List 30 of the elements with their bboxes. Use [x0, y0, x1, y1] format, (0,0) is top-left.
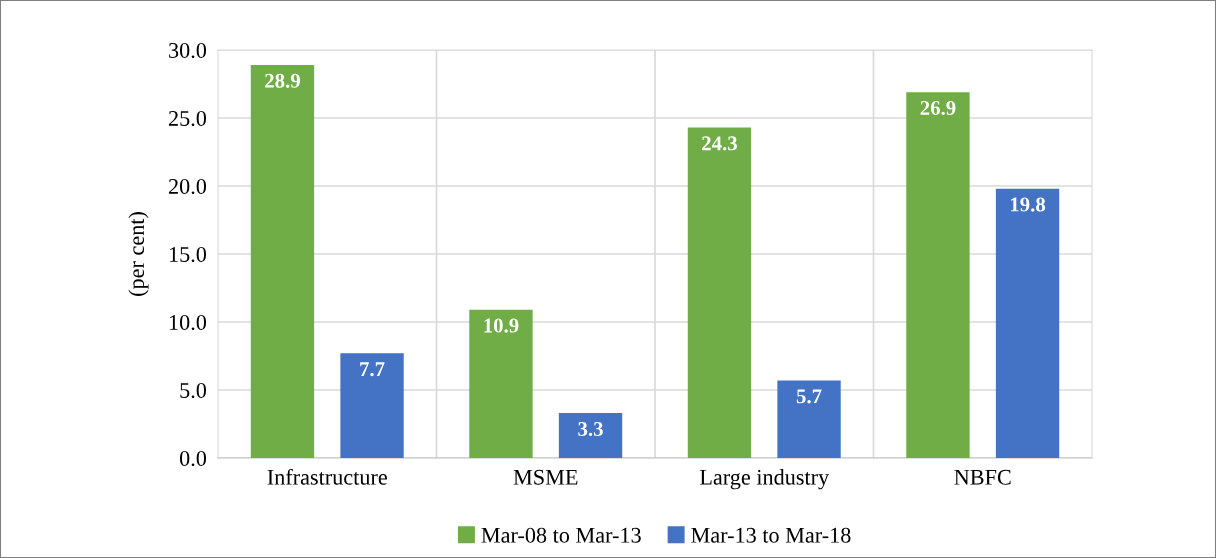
bar	[777, 380, 841, 458]
data-label: 26.9	[920, 100, 956, 116]
x-tick-label: Infrastructure	[267, 468, 387, 485]
data-label: 19.8	[1010, 197, 1046, 212]
x-tick-label: NBFC	[954, 469, 1011, 485]
data-label: 24.3	[702, 136, 737, 151]
legend-label: Mar-08 to Mar-13	[481, 527, 641, 543]
data-label: 10.9	[484, 318, 519, 333]
data-label: 3.3	[578, 421, 603, 437]
y-axis-title: (per cent)	[128, 212, 149, 296]
legend-label: Mar-13 to Mar-18	[691, 527, 851, 543]
y-tick-label: 30.0	[169, 42, 207, 59]
y-tick-label: 25.0	[168, 110, 207, 127]
data-label: 28.9	[265, 73, 300, 88]
x-tick-label: MSME	[513, 469, 578, 485]
bar	[340, 353, 404, 458]
y-tick-label: 10.0	[169, 314, 207, 331]
bar	[250, 64, 315, 458]
bar	[558, 413, 623, 458]
bar	[995, 188, 1060, 458]
x-tick-label: Large industry	[699, 469, 830, 490]
data-label: 5.7	[796, 389, 822, 404]
y-tick-label: 5.0	[180, 382, 207, 399]
y-tick-label: 0.0	[179, 450, 207, 467]
data-label: 7.7	[360, 362, 385, 377]
bar	[687, 127, 752, 458]
bar	[469, 309, 533, 458]
bar	[906, 92, 970, 458]
y-tick-label: 20.0	[168, 178, 207, 195]
y-tick-label: 15.0	[169, 246, 207, 263]
